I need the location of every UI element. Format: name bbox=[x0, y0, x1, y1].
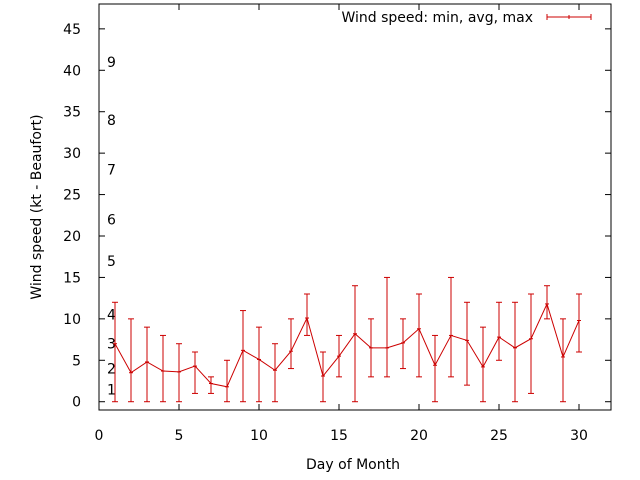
error-bar bbox=[224, 359, 230, 403]
y-tick-label: 30 bbox=[63, 146, 81, 162]
plot-frame bbox=[98, 3, 612, 411]
error-bar bbox=[448, 276, 454, 378]
beaufort-labels: 1 2 3 4 5 6 7 8 9 bbox=[107, 55, 116, 398]
error-bar bbox=[512, 301, 518, 403]
error-bar bbox=[560, 318, 566, 403]
error-bar bbox=[496, 301, 502, 361]
error-bar bbox=[144, 326, 150, 403]
error-bar bbox=[240, 310, 246, 403]
beaufort-label: 2 bbox=[107, 362, 116, 378]
x-axis-ticks: 0 5 10 15 20 25 30 bbox=[95, 4, 588, 444]
y-axis-title: Wind speed (kt - Beaufort) bbox=[29, 114, 45, 299]
x-tick-label: 30 bbox=[570, 428, 588, 444]
y-tick-label: 15 bbox=[63, 270, 81, 286]
error-bar bbox=[112, 301, 118, 403]
error-bar bbox=[464, 301, 470, 386]
error-bar bbox=[192, 351, 198, 394]
x-tick-label: 10 bbox=[250, 428, 268, 444]
error-bar bbox=[432, 334, 438, 403]
error-bar bbox=[576, 293, 582, 353]
y-tick-label: 45 bbox=[63, 22, 81, 38]
y-tick-label: 5 bbox=[72, 353, 81, 369]
error-bar bbox=[528, 293, 534, 394]
beaufort-label: 5 bbox=[107, 254, 116, 270]
y-tick-label: 25 bbox=[63, 188, 81, 204]
x-axis-title: Day of Month bbox=[306, 457, 400, 473]
error-bar bbox=[288, 318, 294, 370]
y-tick-label: 10 bbox=[63, 312, 81, 328]
error-bar bbox=[256, 326, 262, 403]
error-bar bbox=[352, 285, 358, 403]
x-tick-label: 0 bbox=[95, 428, 104, 444]
beaufort-label: 4 bbox=[107, 308, 116, 324]
legend-label: Wind speed: min, avg, max bbox=[341, 10, 533, 26]
beaufort-label: 3 bbox=[107, 337, 116, 353]
error-bars bbox=[112, 276, 582, 403]
y-tick-label: 0 bbox=[72, 395, 81, 411]
error-bar bbox=[384, 276, 390, 378]
y-tick-label: 40 bbox=[63, 63, 81, 79]
error-bar bbox=[480, 326, 486, 403]
error-bar bbox=[272, 343, 278, 403]
error-bar bbox=[160, 334, 166, 403]
avg-line-group bbox=[113, 301, 581, 389]
beaufort-label: 7 bbox=[107, 163, 116, 179]
x-tick-label: 15 bbox=[330, 428, 348, 444]
beaufort-label: 8 bbox=[107, 113, 116, 129]
avg-line bbox=[114, 302, 580, 388]
legend-sample bbox=[546, 14, 592, 20]
y-tick-label: 20 bbox=[63, 229, 81, 245]
x-tick-label: 20 bbox=[410, 428, 428, 444]
x-tick-label: 25 bbox=[490, 428, 508, 444]
beaufort-label: 9 bbox=[107, 55, 116, 71]
error-bar bbox=[416, 293, 422, 378]
beaufort-label: 6 bbox=[107, 212, 116, 228]
error-bar bbox=[128, 318, 134, 403]
y-tick-label: 35 bbox=[63, 105, 81, 121]
beaufort-label: 1 bbox=[107, 382, 116, 398]
legend: Wind speed: min, avg, max bbox=[341, 10, 592, 26]
error-bar bbox=[304, 293, 310, 336]
x-tick-label: 5 bbox=[175, 428, 184, 444]
